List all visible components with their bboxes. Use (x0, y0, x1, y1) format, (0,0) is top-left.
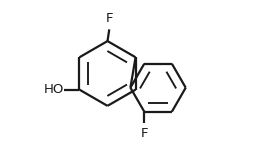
Text: HO: HO (43, 83, 64, 96)
Text: F: F (140, 128, 148, 140)
Text: F: F (106, 12, 113, 25)
